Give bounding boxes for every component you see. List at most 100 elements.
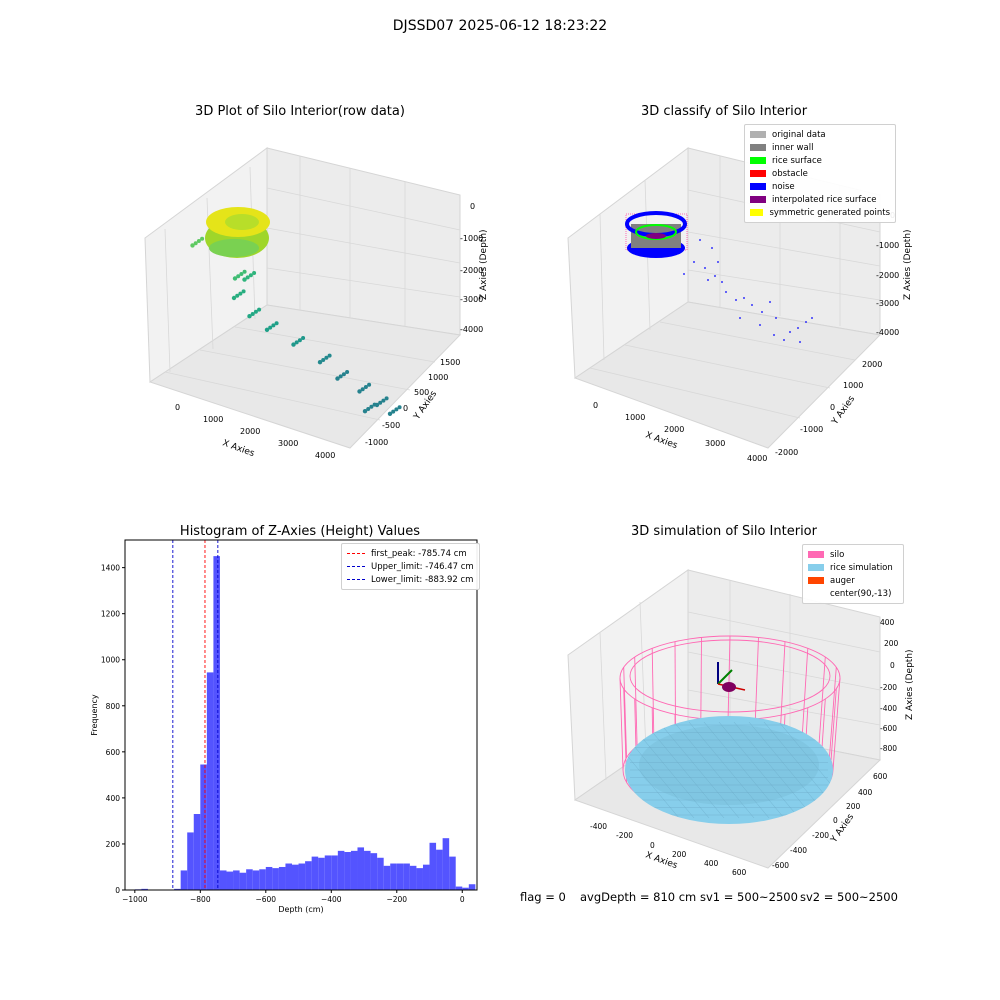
histogram-ytick-label: 1400: [101, 564, 120, 573]
scatter-point: [317, 360, 323, 365]
histogram-ytick-label: 0: [115, 886, 120, 895]
histogram-bar: [383, 865, 391, 890]
scatter-point: [372, 402, 377, 407]
legend-label: symmetric generated points: [769, 207, 890, 218]
scatter-point: [264, 327, 270, 332]
figure-suptitle: DJSSD07 2025-06-12 18:23:22: [392, 18, 608, 34]
panel1-zlabel: Z Axies (Depth): [479, 229, 489, 300]
legend-item: rice simulation: [808, 561, 898, 574]
panel2-ztick: -1000: [876, 241, 899, 250]
panel4-xtick: 600: [732, 868, 747, 877]
panel4-xtick: 400: [704, 859, 719, 868]
panel1-pane-floor: [148, 304, 462, 449]
histogram-bar: [298, 863, 306, 890]
panel4-ytick: 600: [873, 772, 888, 781]
panel4-auger: [717, 662, 746, 692]
noise-point: [773, 334, 775, 336]
panel2-xtick: 4000: [747, 454, 767, 463]
panel3-legend: first_peak: -785.74 cm Upper_limit: -746…: [341, 543, 480, 590]
panel4-zlabel: Z Axies (Depth): [905, 649, 915, 720]
scatter-point: [324, 355, 329, 360]
noise-point: [789, 331, 791, 333]
legend-item: silo: [808, 548, 898, 561]
histogram-bar: [442, 838, 450, 890]
histogram-xtick-label: −400: [321, 895, 342, 904]
legend-swatch: [750, 196, 766, 203]
panel4-xtick: -200: [616, 831, 633, 840]
legend-label: rice surface: [772, 155, 822, 166]
panel1-ztick: -3000: [460, 295, 483, 304]
panel1-xtick: 4000: [315, 451, 335, 460]
auger-body: [722, 682, 736, 692]
panel4-rice-surface: [625, 716, 833, 824]
panel2-silo-cluster: [625, 211, 688, 258]
histogram-bar: [265, 866, 273, 890]
silo-vertical: [727, 635, 731, 723]
panel1-ztick: -1000: [460, 234, 483, 243]
footer-avg-depth: avgDepth = 810 cm: [580, 890, 697, 904]
histogram-bar: [422, 864, 430, 890]
legend-item: symmetric generated points: [750, 206, 890, 219]
panel1-ytick: -500: [382, 421, 400, 430]
histogram-xtick-label: −1000: [122, 895, 148, 904]
histogram-bar: [403, 863, 410, 890]
noise-point: [704, 267, 706, 269]
scatter-point: [257, 307, 262, 312]
panel1-ztick: 0: [470, 202, 475, 211]
panel4-ztick: -600: [880, 724, 897, 733]
noise-point: [805, 321, 807, 323]
panel1-ytick: 0: [403, 404, 408, 413]
legend-swatch: [750, 183, 766, 190]
silo-vertical: [818, 656, 826, 747]
panel1-ytick: 1000: [428, 373, 448, 382]
histogram-bar: [377, 857, 384, 890]
panel1-xtick: 2000: [240, 427, 260, 436]
panel4-plot: -400 -200 0 200 400 600 X Axies -600 -40…: [567, 569, 915, 877]
noise-point: [717, 261, 719, 263]
legend-swatch: [750, 209, 764, 216]
histogram-bar: [390, 863, 397, 890]
legend-item: noise: [750, 180, 890, 193]
histogram-xtick-label: −800: [190, 895, 211, 904]
histogram-bar: [193, 814, 201, 890]
panel2-x-ticks: 0 1000 2000 3000 4000: [593, 401, 767, 463]
panel1-ytick: -1000: [365, 438, 388, 447]
panel4-z-ticks: 400 200 0 -200 -400 -600 -800: [880, 618, 899, 753]
legend-line: [347, 566, 365, 567]
histogram-bar: [226, 871, 234, 890]
footer-sv1: sv1 = 500~2500: [700, 890, 798, 904]
noise-point: [693, 261, 695, 263]
histogram-bar: [272, 868, 279, 891]
scatter-point: [238, 291, 243, 296]
histogram-bar: [364, 850, 371, 890]
panel2-plot: 0 1000 2000 3000 4000 X Axies -2000 -100…: [567, 147, 913, 463]
histogram-bar: [233, 870, 240, 890]
noise-point: [683, 273, 685, 275]
legend-label: inner wall: [772, 142, 814, 153]
scatter-point: [196, 239, 201, 243]
scatter-point: [200, 236, 205, 241]
noise-point: [769, 301, 771, 303]
scatter-point: [362, 409, 368, 414]
legend-item: center(90,-13): [808, 587, 898, 600]
panel4-legend: silo rice simulation auger center(90,-13…: [802, 544, 904, 604]
legend-item: original data: [750, 128, 890, 141]
rice-mesh-line: [718, 721, 800, 819]
silo-vertical: [828, 667, 837, 758]
histogram-bar: [278, 866, 286, 890]
panel4-ztick: 0: [890, 661, 895, 670]
panel2-ytick: 1000: [843, 381, 863, 390]
scatter-point: [271, 323, 276, 328]
panel1-ring-cluster: [205, 207, 270, 258]
noise-point: [797, 327, 799, 329]
panel4-ytick: 0: [833, 816, 838, 825]
panel2-ytick: 0: [830, 403, 835, 412]
legend-swatch: [808, 577, 824, 584]
panel1-xtick: 3000: [278, 439, 298, 448]
histogram-bar: [141, 888, 148, 890]
scatter-point: [231, 295, 237, 301]
histogram-ytick-label: 1000: [101, 656, 120, 665]
panel2-legend: original data inner wall rice surface ob…: [744, 124, 896, 223]
histogram-bar: [180, 870, 188, 890]
legend-swatch: [808, 551, 824, 558]
